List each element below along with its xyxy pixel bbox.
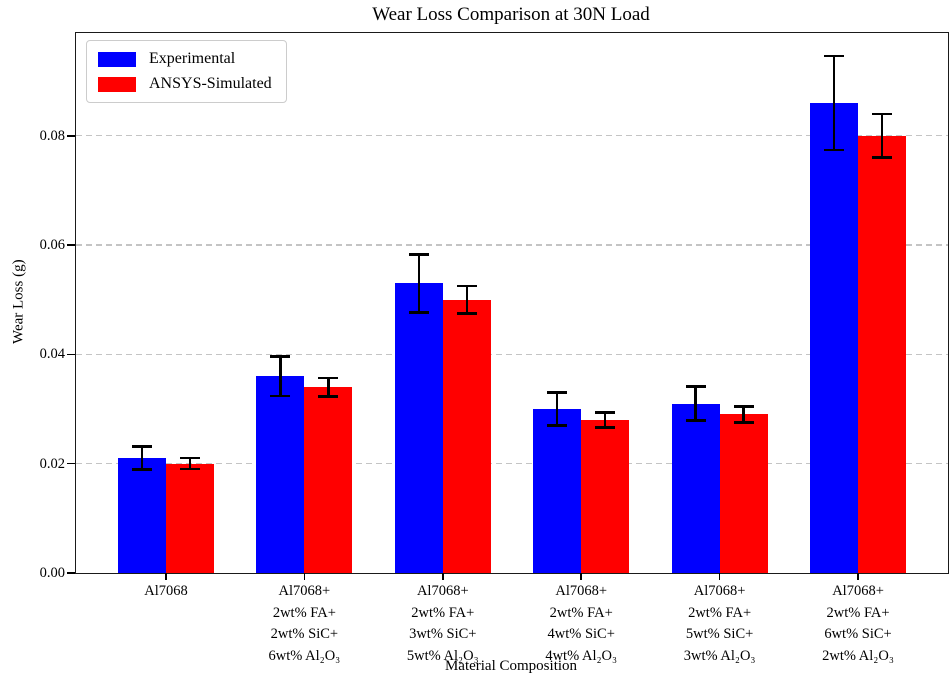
bar-ansys-simulated-0 (165, 463, 214, 573)
legend-label: ANSYS-Simulated (149, 75, 272, 92)
error-cap-top (685, 385, 706, 388)
error-bar-experimental-0 (140, 446, 144, 470)
error-cap-bottom (733, 421, 754, 424)
error-bar-ansys-simulated-2 (465, 286, 469, 314)
y-axis-label: Wear Loss (g) (10, 259, 27, 345)
error-cap-bottom (179, 467, 200, 471)
legend: Experimental ANSYS-Simulated (86, 40, 287, 103)
error-cap-bottom (547, 424, 568, 427)
chart-title: Wear Loss Comparison at 30N Load (372, 4, 650, 25)
gridline (76, 244, 948, 246)
error-cap-bottom (270, 394, 291, 398)
error-cap-bottom (131, 468, 152, 471)
error-bar-ansys-simulated-4 (742, 406, 745, 423)
x-tick-mark (165, 573, 167, 580)
error-bar-experimental-3 (555, 392, 559, 426)
error-cap-top (179, 456, 200, 460)
x-tick-mark (718, 573, 721, 580)
x-tick-mark (303, 573, 306, 580)
error-cap-top (547, 391, 568, 394)
x-tick-mark (857, 573, 859, 580)
error-cap-top (872, 112, 893, 116)
bar-experimental-3 (533, 409, 582, 573)
plot-area: 0.00 0.02 0.04 0.06 0.08 Al7068 Al7068+ 2wt% F… (40, 32, 949, 664)
simulated-swatch-icon (98, 76, 136, 92)
x-tick-mark (442, 573, 444, 580)
category-label: Al7068+ 2wt% FA+ 2wt% SiC+ 6wt% Al₂O₃ (268, 583, 341, 664)
experimental-swatch-icon (98, 51, 136, 67)
bar-ansys-simulated-3 (581, 419, 630, 573)
x-axis-label: Material Composition (444, 658, 578, 674)
category-label: Al7068+ 2wt% FA+ 4wt% SiC+ 4wt% Al₂O₃ (545, 583, 618, 664)
legend-item-ansys-simulated: ANSYS-Simulated (98, 75, 272, 93)
error-cap-bottom (408, 311, 429, 314)
category-label: Al7068+ 2wt% FA+ 3wt% SiC+ 5wt% Al₂O₃ (406, 583, 479, 664)
legend-label: Experimental (149, 50, 236, 67)
error-bar-ansys-simulated-0 (188, 458, 192, 470)
bar-experimental-2 (394, 283, 443, 573)
error-bar-ansys-simulated-1 (327, 377, 330, 397)
error-cap-top (595, 411, 616, 414)
error-bar-experimental-1 (279, 356, 282, 396)
y-tick-mark (67, 353, 75, 356)
error-cap-top (270, 355, 291, 358)
bar-ansys-simulated-5 (858, 135, 907, 573)
gridline (76, 463, 948, 465)
error-cap-bottom (318, 395, 339, 398)
category-label: Al7068+ 2wt% FA+ 6wt% SiC+ 2wt% Al₂O₃ (822, 583, 894, 664)
bar-experimental-1 (256, 376, 305, 573)
error-bar-ansys-simulated-3 (603, 412, 607, 428)
bar-ansys-simulated-1 (304, 387, 353, 573)
error-cap-bottom (456, 312, 477, 315)
error-cap-top (318, 376, 339, 380)
category-label: Al7068+ 2wt% FA+ 5wt% SiC+ 3wt% Al₂O₃ (683, 583, 756, 664)
bar-experimental-5 (810, 102, 859, 573)
error-cap-top (733, 405, 754, 408)
y-tick-mark (67, 244, 75, 246)
gridline (76, 353, 948, 355)
error-cap-bottom (824, 148, 845, 152)
bar-ansys-simulated-2 (442, 299, 491, 573)
error-cap-top (824, 54, 845, 58)
y-tick-label: 0.00 (39, 565, 65, 581)
error-bar-experimental-2 (417, 254, 421, 313)
error-cap-top (456, 284, 477, 288)
error-bar-ansys-simulated-5 (880, 113, 884, 158)
y-tick-label: 0.04 (39, 346, 65, 363)
bar-experimental-0 (117, 458, 166, 573)
y-tick-label: 0.06 (39, 237, 65, 254)
y-tick-mark (67, 572, 75, 574)
gridline (76, 135, 948, 137)
error-cap-bottom (872, 156, 893, 159)
error-bar-experimental-4 (694, 386, 697, 421)
error-cap-bottom (685, 419, 706, 422)
error-cap-top (131, 445, 152, 448)
y-tick-mark (67, 135, 75, 137)
category-label: Al7068 (144, 583, 188, 599)
y-tick-label: 0.08 (39, 127, 65, 144)
y-tick-label: 0.02 (39, 455, 65, 472)
bar-ansys-simulated-4 (719, 414, 768, 573)
legend-item-experimental: Experimental (98, 50, 272, 68)
error-bar-experimental-5 (832, 55, 836, 150)
error-cap-bottom (595, 426, 616, 429)
error-cap-top (408, 253, 429, 256)
y-tick-mark (67, 462, 75, 465)
x-tick-mark (580, 573, 582, 580)
bar-experimental-4 (671, 403, 720, 573)
